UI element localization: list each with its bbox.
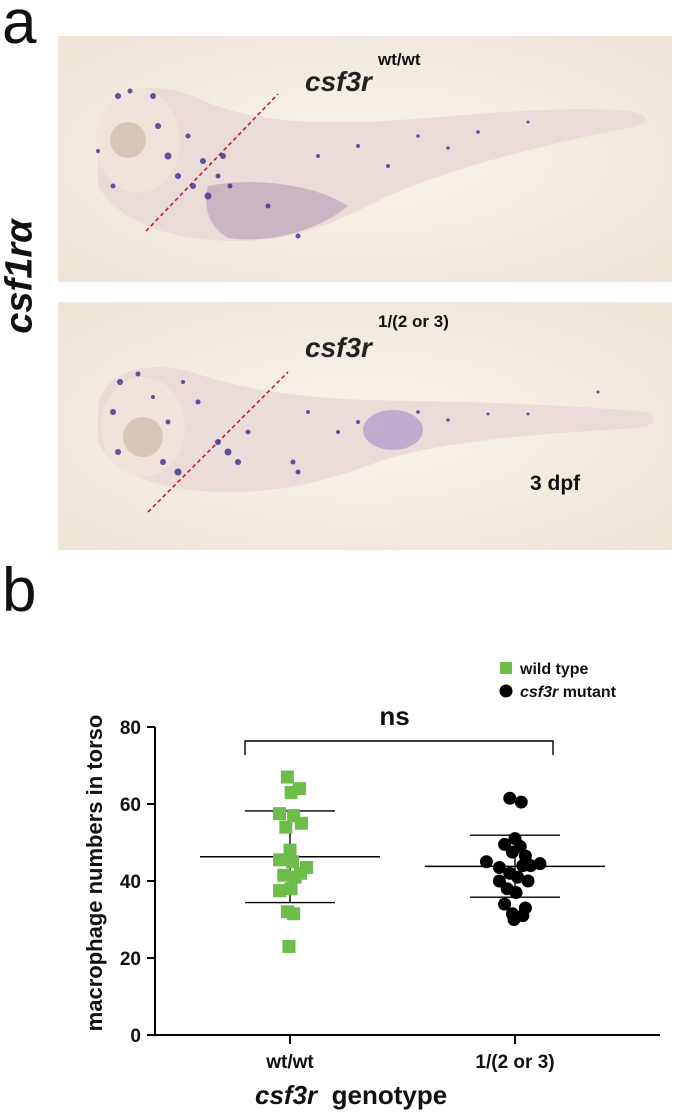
data-point-square	[280, 770, 294, 784]
data-point-square	[288, 870, 302, 884]
panel-b-letter: b	[2, 556, 37, 625]
data-point-square	[273, 853, 287, 867]
x-tick-label: 1/(2 or 3)	[475, 1052, 554, 1073]
bottom-gene-label: csf3r	[305, 332, 372, 363]
data-point-circle	[479, 855, 493, 869]
data-point-square	[287, 907, 301, 921]
significance-label: ns	[379, 701, 409, 731]
data-point-circle	[524, 859, 538, 873]
y-tick-label: 60	[120, 795, 141, 816]
data-point-square	[294, 816, 308, 830]
larva-image-mutant	[58, 302, 672, 550]
data-point-circle	[521, 874, 535, 888]
top-gene-label: csf3r	[305, 66, 372, 97]
legend-label-mutant-suffix: mutant	[558, 684, 616, 701]
larva-image-wildtype	[58, 36, 672, 282]
data-point-square	[282, 939, 296, 953]
data-point-square	[284, 785, 298, 799]
data-point-square	[273, 807, 287, 821]
data-point-circle	[514, 795, 528, 809]
data-point-circle	[498, 897, 512, 911]
x-axis-label: csf3r genotype	[255, 1080, 447, 1111]
x-axis-label-suffix: genotype	[331, 1080, 448, 1110]
x-tick-label: wt/wt	[265, 1052, 314, 1073]
data-point-circle	[505, 845, 519, 859]
data-point-square	[277, 868, 291, 882]
legend-label-mutant-gene: csf3r	[520, 684, 559, 701]
data-point-square	[283, 843, 297, 857]
legend-label-wildtype: wild type	[519, 661, 589, 678]
data-point-square	[286, 855, 300, 869]
y-tick-label: 40	[120, 872, 141, 893]
legend-label-mutant: csf3r mutant	[520, 684, 617, 701]
data-point-square	[279, 820, 293, 834]
significance-bracket	[244, 740, 554, 755]
scatter-chart: 0 20 40 60 80 wt/wt 1/(2 or 3) ns wild type csf3r…	[120, 661, 660, 1073]
top-genotype-label: wt/wt	[378, 50, 421, 69]
x-axis-label-gene: csf3r	[255, 1080, 318, 1110]
data-point-square	[284, 882, 298, 896]
panel-a-side-label: csf1rα	[0, 219, 41, 334]
data-point-circle	[492, 861, 506, 875]
y-tick-label: 20	[120, 949, 141, 970]
legend-marker-wildtype	[500, 662, 512, 674]
data-point-circle	[509, 886, 523, 900]
y-tick-label: 0	[130, 1026, 141, 1047]
data-point-circle	[511, 870, 525, 884]
bottom-genotype-label: 1/(2 or 3)	[378, 312, 449, 331]
stage-label: 3 dpf	[530, 472, 581, 495]
panel-a-letter: a	[2, 0, 37, 57]
y-tick-label: 80	[120, 718, 141, 739]
data-point-circle	[503, 791, 517, 805]
data-point-circle	[507, 913, 521, 926]
legend-marker-mutant	[499, 684, 513, 698]
data-point-square	[273, 884, 287, 898]
